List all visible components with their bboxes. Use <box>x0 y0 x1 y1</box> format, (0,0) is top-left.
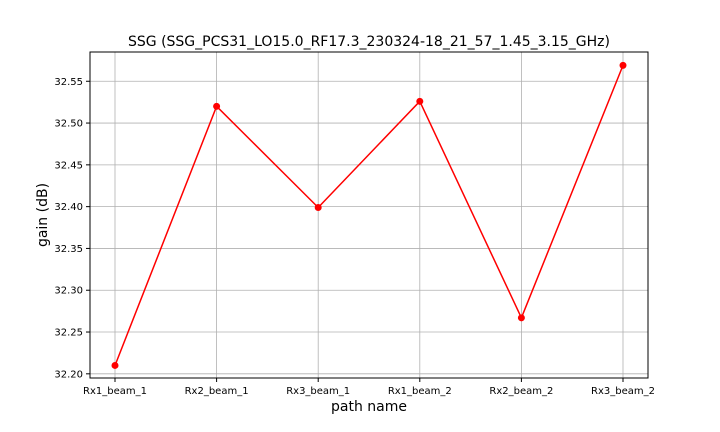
y-tick-label: 32.25 <box>54 328 83 339</box>
x-tick-label: Rx1_beam_1 <box>83 386 147 397</box>
grid-lines <box>90 52 648 378</box>
data-point <box>314 203 322 211</box>
plot-frame <box>89 51 649 379</box>
y-tick-label: 32.20 <box>54 369 83 380</box>
x-tick-label: Rx2_beam_2 <box>489 386 553 397</box>
y-tick-label: 32.55 <box>54 77 83 88</box>
x-tick-label: Rx3_beam_2 <box>591 386 655 397</box>
data-point <box>517 314 525 322</box>
data-point <box>213 102 221 110</box>
x-tick-label: Rx2_beam_1 <box>185 386 249 397</box>
data-point <box>619 61 627 69</box>
y-tick-label: 32.40 <box>54 202 83 213</box>
x-axis-ticks: Rx1_beam_1 Rx2_beam_1 Rx3_beam_1 Rx1_beam_2… <box>83 378 655 397</box>
chart-title: SSG (SSG_PCS31_LO15.0_RF17.3_230324-18_2… <box>128 34 610 50</box>
y-axis-label: gain (dB) <box>35 183 51 247</box>
y-tick-label: 32.50 <box>54 119 83 130</box>
data-point <box>111 361 119 369</box>
y-axis-ticks: 32.20 32.25 32.30 32.35 32.40 32.45 32.50 32.55 <box>54 77 90 380</box>
x-tick-label: Rx1_beam_2 <box>388 386 452 397</box>
series-line <box>114 65 624 366</box>
series-line-0 <box>114 65 624 366</box>
y-tick-label: 32.35 <box>54 244 83 255</box>
y-tick-label: 32.45 <box>54 160 83 171</box>
x-tick-label: Rx3_beam_1 <box>286 386 350 397</box>
data-points <box>111 61 627 369</box>
y-tick-label: 32.30 <box>54 286 83 297</box>
x-axis-label: path name <box>331 399 407 415</box>
data-point <box>416 97 424 105</box>
